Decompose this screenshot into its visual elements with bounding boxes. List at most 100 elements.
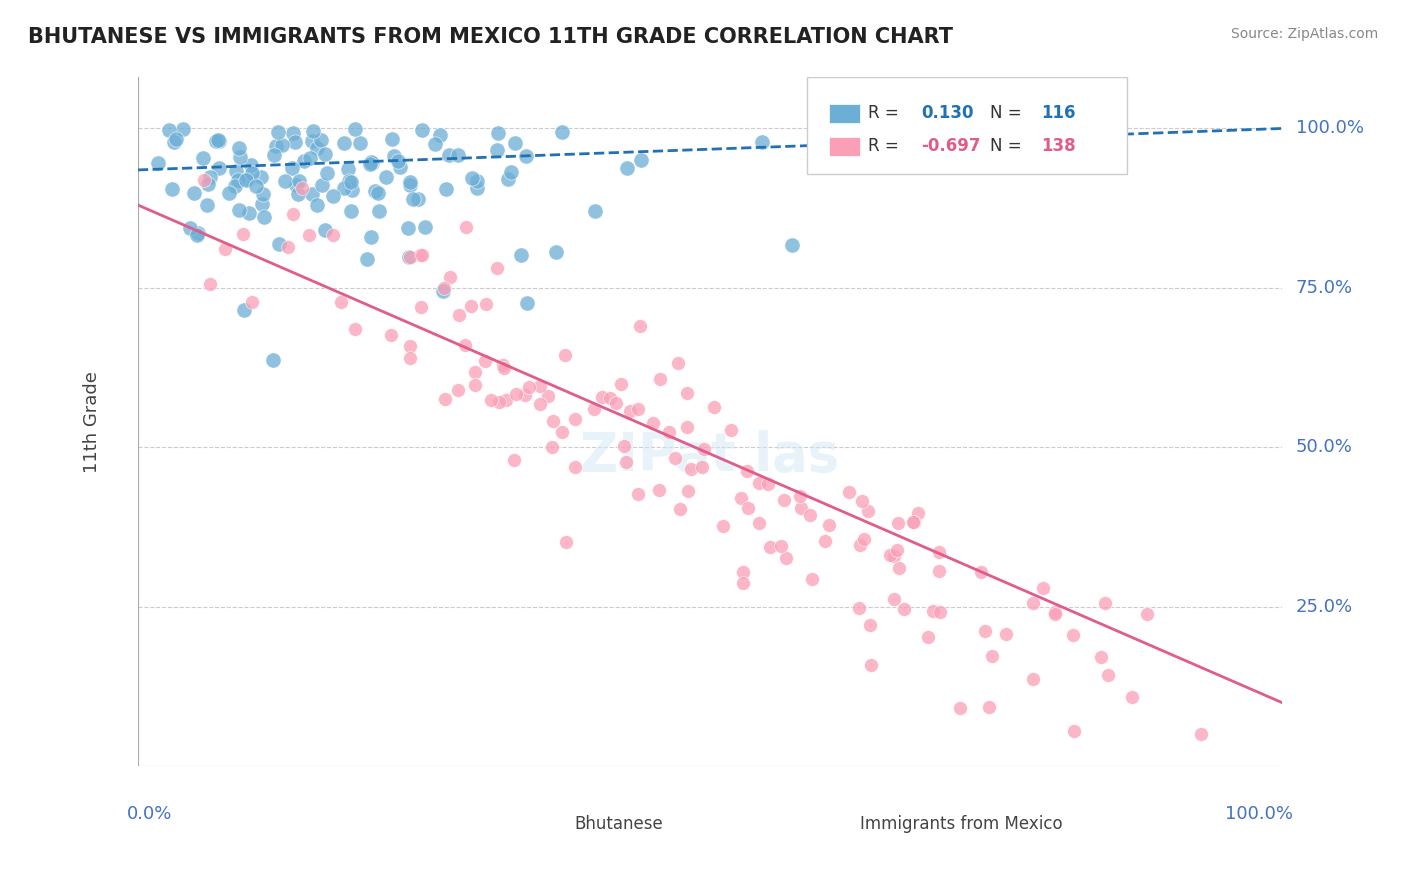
Point xyxy=(193,172,215,186)
Point xyxy=(447,384,470,398)
Point xyxy=(349,136,371,151)
Point xyxy=(756,476,779,491)
Point xyxy=(253,210,276,224)
Point xyxy=(658,425,681,439)
Point xyxy=(356,252,378,266)
Point xyxy=(486,126,509,140)
Point xyxy=(676,483,699,498)
Point xyxy=(510,248,533,262)
Point xyxy=(893,601,915,615)
Point xyxy=(322,227,344,242)
Point xyxy=(232,227,254,241)
Point xyxy=(928,564,950,578)
Point xyxy=(439,269,461,284)
Point xyxy=(337,162,360,177)
Point xyxy=(409,248,432,262)
Point xyxy=(228,173,250,187)
Text: 138: 138 xyxy=(1042,137,1076,155)
Point xyxy=(758,540,780,554)
Point xyxy=(499,165,522,179)
Point xyxy=(551,125,574,139)
Point xyxy=(411,300,433,314)
Point xyxy=(1022,672,1045,686)
Point xyxy=(814,534,837,549)
Point xyxy=(165,131,187,145)
Point xyxy=(399,351,422,365)
Point xyxy=(398,175,420,189)
Point xyxy=(374,169,396,184)
Point xyxy=(465,181,488,195)
Point xyxy=(163,136,186,150)
Point xyxy=(544,245,567,260)
Point xyxy=(751,135,773,149)
Point xyxy=(214,242,236,256)
Point xyxy=(648,483,671,498)
Text: 11th Grade: 11th Grade xyxy=(83,371,101,473)
Point xyxy=(1090,650,1112,665)
Point xyxy=(284,178,307,192)
Point xyxy=(360,230,382,244)
FancyBboxPatch shape xyxy=(807,78,1128,174)
Point xyxy=(613,439,636,453)
Point xyxy=(801,572,824,586)
Point xyxy=(883,592,905,607)
Point xyxy=(488,395,510,409)
Point xyxy=(1094,596,1116,610)
Point xyxy=(292,153,315,168)
Point xyxy=(664,450,686,465)
Point xyxy=(513,387,536,401)
Point xyxy=(344,122,367,136)
Text: -0.697: -0.697 xyxy=(921,137,981,155)
Point xyxy=(619,404,641,418)
Point xyxy=(148,155,170,169)
Point xyxy=(291,180,314,194)
Point xyxy=(207,133,229,147)
Text: 0.0%: 0.0% xyxy=(127,805,172,822)
Point xyxy=(1043,607,1066,621)
Point xyxy=(464,378,486,392)
Point xyxy=(343,322,366,336)
Point xyxy=(775,550,797,565)
Text: 100.0%: 100.0% xyxy=(1225,805,1294,822)
Point xyxy=(453,338,475,352)
Point xyxy=(309,133,332,147)
Point xyxy=(242,166,264,180)
Point xyxy=(1121,690,1143,705)
Point xyxy=(359,157,381,171)
Point xyxy=(564,412,586,426)
Text: ZIPat las: ZIPat las xyxy=(581,430,839,483)
Point xyxy=(339,204,361,219)
Point xyxy=(262,353,284,368)
Point xyxy=(1189,727,1212,741)
Point xyxy=(886,516,908,531)
Point xyxy=(228,202,250,217)
Point xyxy=(322,189,344,203)
Text: 100.0%: 100.0% xyxy=(1295,120,1364,137)
Point xyxy=(676,386,699,401)
Point xyxy=(218,186,240,201)
Point xyxy=(541,414,564,428)
Point xyxy=(949,701,972,715)
Point xyxy=(396,220,419,235)
Point xyxy=(886,543,908,558)
Point xyxy=(529,379,551,393)
Point xyxy=(922,604,945,618)
Point xyxy=(398,250,420,264)
Point xyxy=(298,151,321,165)
Point xyxy=(505,387,527,401)
Point xyxy=(225,163,247,178)
Point xyxy=(302,124,325,138)
Point xyxy=(928,605,950,619)
Text: 50.0%: 50.0% xyxy=(1295,438,1353,457)
Point xyxy=(1043,605,1066,619)
Point xyxy=(666,355,689,369)
Point xyxy=(496,172,519,186)
Point xyxy=(849,538,872,552)
Point xyxy=(994,627,1017,641)
Point xyxy=(818,518,841,533)
Point xyxy=(790,500,813,515)
Point xyxy=(681,462,703,476)
Point xyxy=(198,170,221,185)
Text: Source: ZipAtlas.com: Source: ZipAtlas.com xyxy=(1230,27,1378,41)
Point xyxy=(381,131,404,145)
